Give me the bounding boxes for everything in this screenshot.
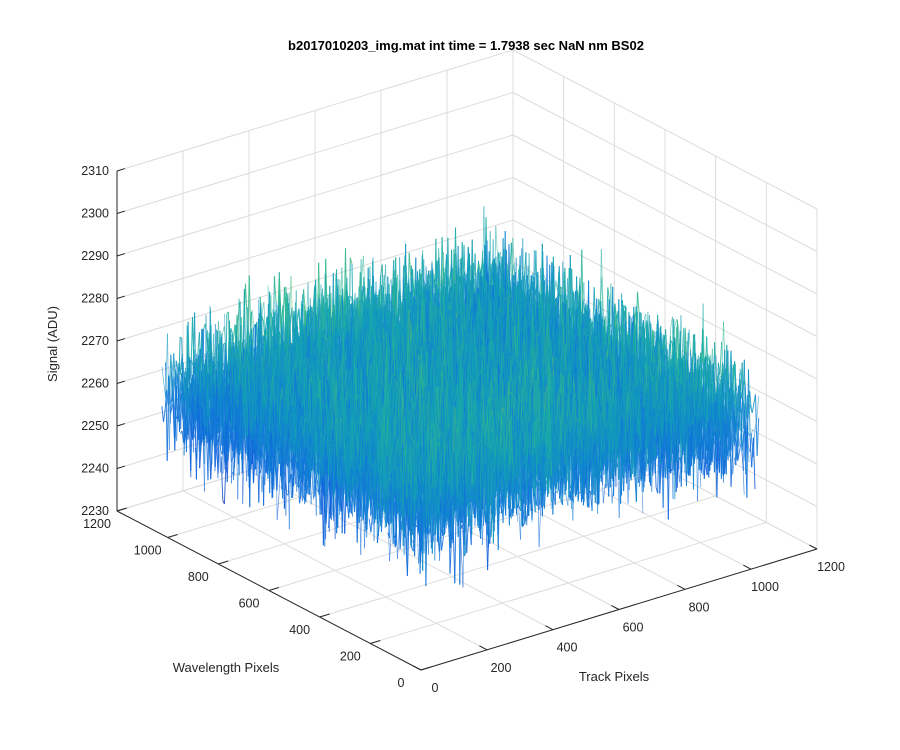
surface-mesh-segment — [241, 421, 245, 471]
grid-line — [116, 49, 514, 172]
grid-line — [512, 92, 818, 252]
surface-mesh-segment — [220, 456, 224, 501]
surface-mesh-segment — [476, 263, 480, 275]
surface-mesh-segment — [349, 295, 352, 298]
surface-mesh-segment — [179, 336, 182, 339]
grid-line — [370, 522, 767, 644]
surface-mesh-segment — [246, 335, 250, 347]
grid-line — [512, 219, 818, 380]
grid-line — [512, 177, 818, 337]
surface-mesh-segment — [191, 361, 194, 367]
surface-mesh-segment — [447, 279, 450, 289]
grid-line — [116, 177, 514, 299]
surface-mesh-segment — [175, 360, 179, 369]
grid-line — [512, 49, 818, 210]
surface-mesh-segment — [478, 263, 481, 273]
surface-mesh-segment — [161, 406, 164, 423]
grid-line — [116, 92, 514, 214]
surface-mesh-segment — [316, 262, 320, 335]
grid-line — [319, 495, 716, 618]
surface-mesh-segment — [408, 252, 412, 278]
grid-line — [116, 219, 514, 342]
surface-mesh-segment — [163, 409, 166, 423]
surface-mesh-segment — [412, 280, 415, 296]
grid-line — [512, 134, 818, 295]
surface-mesh-segment — [245, 283, 248, 320]
surface-mesh-segment — [230, 328, 233, 334]
surface-mesh-segment — [568, 268, 572, 316]
surface-mesh-segment — [273, 276, 277, 303]
grid-line — [116, 134, 514, 257]
surface-mesh-segment — [189, 412, 192, 433]
surface-plot — [161, 205, 760, 588]
surface-mesh-segment — [221, 344, 224, 375]
surface-mesh-segment — [349, 257, 353, 265]
